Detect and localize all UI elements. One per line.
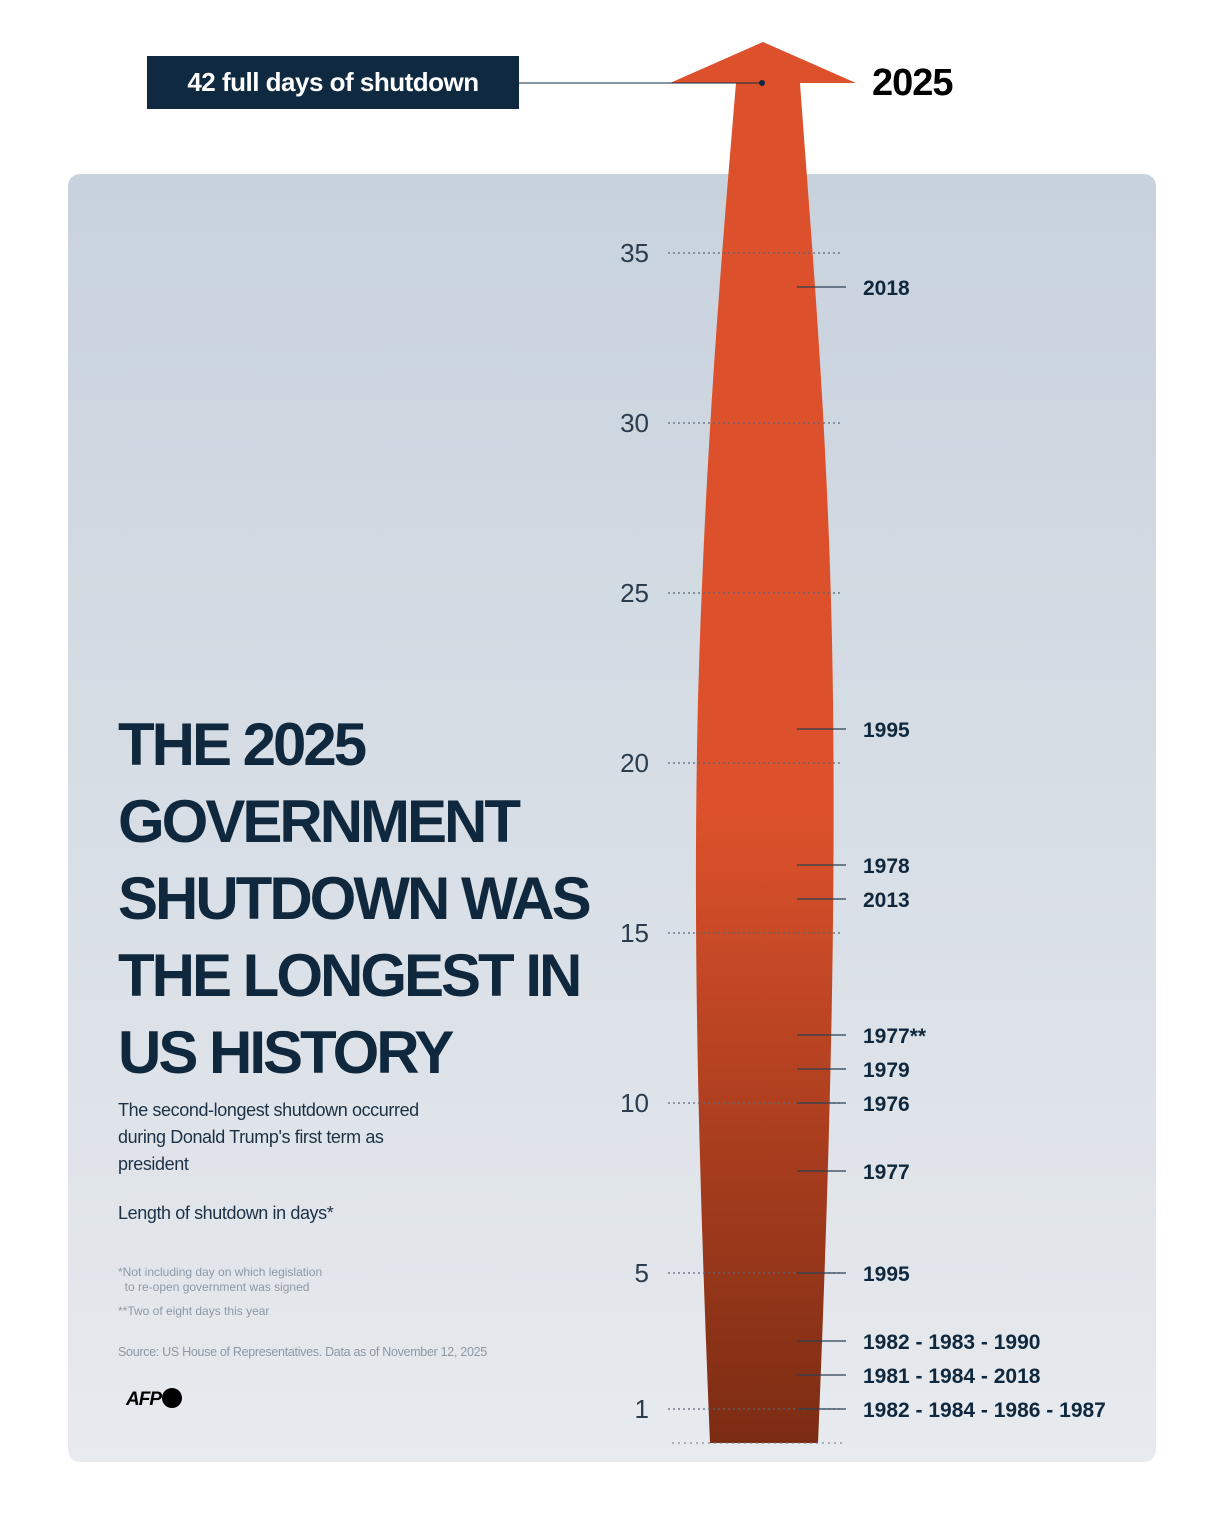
arrow-tip-dot xyxy=(759,80,765,86)
y-tick-label: 15 xyxy=(620,918,649,948)
afp-logo: AFP xyxy=(126,1388,182,1411)
logo-text: AFP xyxy=(126,1389,162,1410)
data-point-label: 1995 xyxy=(863,1263,910,1286)
subtitle: The second-longest shutdown occurred dur… xyxy=(118,1100,419,1174)
highlight-year: 2025 xyxy=(872,62,954,104)
data-point-label: 1982 - 1984 - 1986 - 1987 xyxy=(863,1399,1106,1422)
shutdown-arrow xyxy=(670,42,856,1443)
data-point-label: 1995 xyxy=(863,719,910,742)
y-tick-label: 35 xyxy=(620,238,649,268)
data-point-label: 1977** xyxy=(863,1025,927,1048)
y-tick-label: 1 xyxy=(635,1394,649,1424)
y-tick-label: 5 xyxy=(635,1258,649,1288)
data-point-label: 1982 - 1983 - 1990 xyxy=(863,1331,1040,1354)
y-tick-label: 10 xyxy=(620,1088,649,1118)
data-point-label: 1977 xyxy=(863,1161,910,1184)
data-point-label: 2013 xyxy=(863,889,910,912)
source-note: Source: US House of Representatives. Dat… xyxy=(118,1345,487,1359)
data-point-label: 2018 xyxy=(863,277,910,300)
background-panel xyxy=(68,174,1156,1462)
footnote-2: **Two of eight days this year xyxy=(118,1304,270,1318)
callout-text: 42 full days of shutdown xyxy=(187,67,479,97)
callout-label: 42 full days of shutdown xyxy=(147,56,519,109)
page-title: THE 2025 GOVERNMENT SHUTDOWN WAS THE LON… xyxy=(118,711,592,1086)
data-point-label: 1976 xyxy=(863,1093,910,1116)
y-tick-label: 20 xyxy=(620,748,649,778)
y-tick-label: 30 xyxy=(620,408,649,438)
data-point-label: 1981 - 1984 - 2018 xyxy=(863,1365,1041,1388)
data-point-label: 1978 xyxy=(863,855,910,878)
y-tick-label: 25 xyxy=(620,578,649,608)
footnote-1: *Not including day on which legislation … xyxy=(118,1265,323,1294)
unit-label: Length of shutdown in days* xyxy=(118,1203,334,1223)
data-point-label: 1979 xyxy=(863,1059,910,1082)
logo-dot-icon xyxy=(162,1388,182,1408)
